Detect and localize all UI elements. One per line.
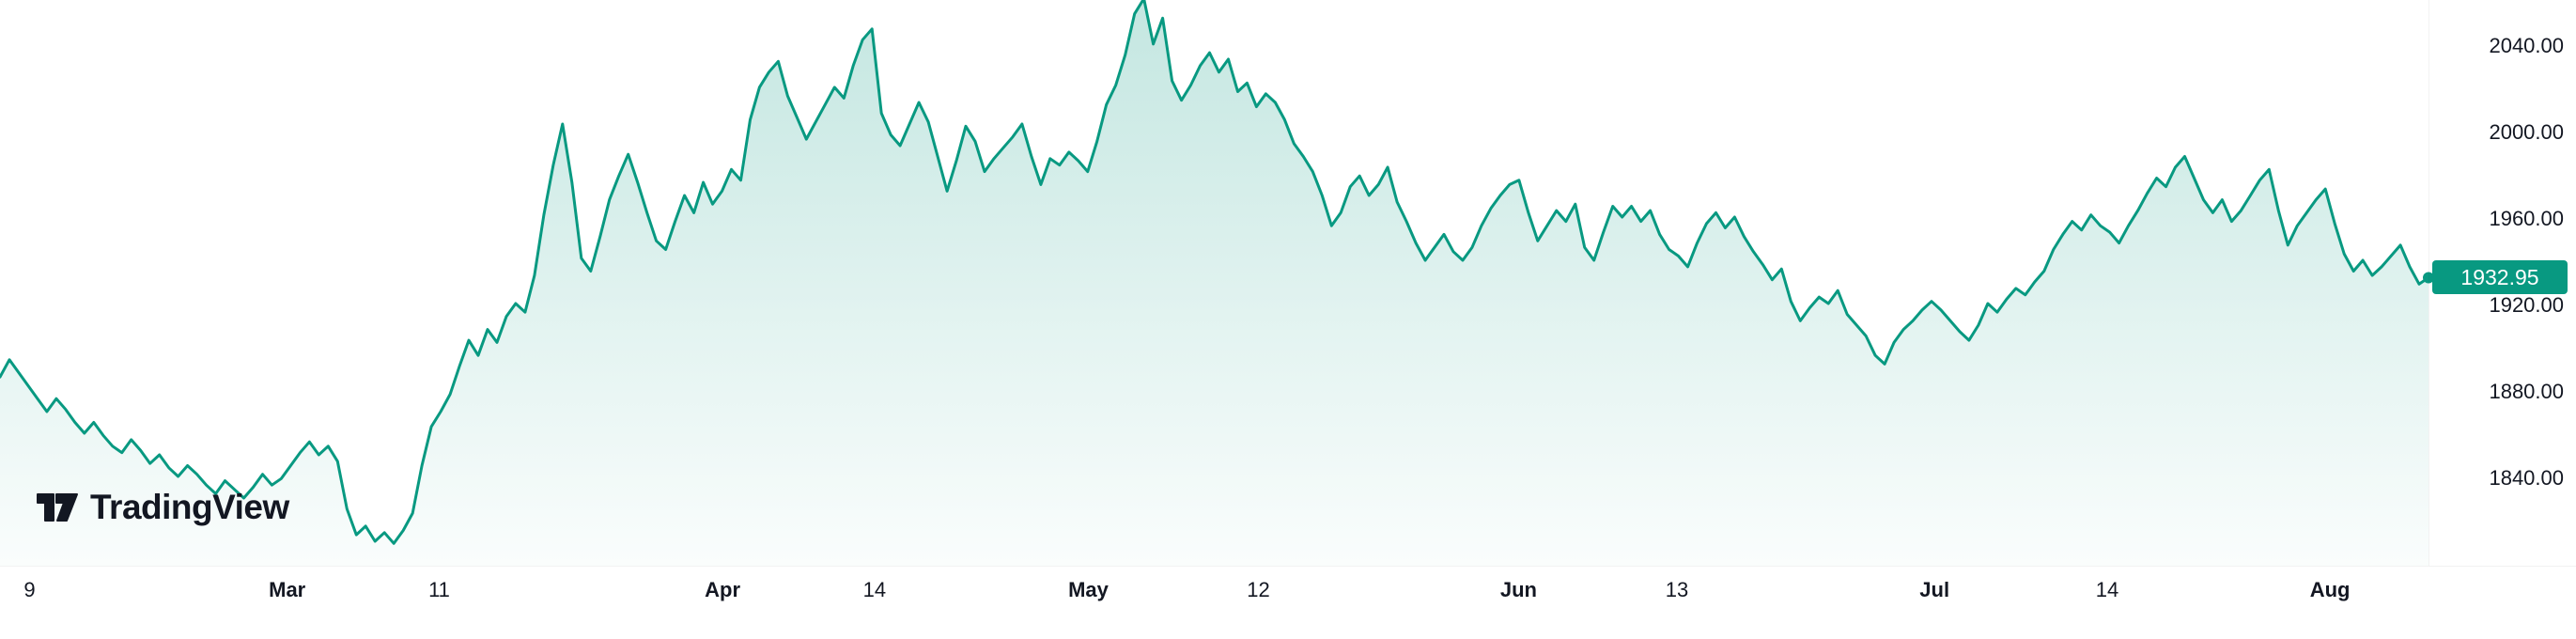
- price-axis-label: 1880.00: [2489, 380, 2564, 404]
- time-axis-label-month: May: [1068, 578, 1109, 601]
- tradingview-logo-link[interactable]: TradingView: [36, 487, 289, 528]
- price-axis-label: 1960.00: [2489, 207, 2564, 231]
- price-axis-label: 2000.00: [2489, 120, 2564, 145]
- price-area: [0, 0, 2429, 566]
- time-axis-label-month: Jun: [1499, 578, 1537, 601]
- price-line: [0, 0, 2430, 545]
- price-axis[interactable]: 2040.00 2000.00 1960.00 1920.00 1880.00 1840.…: [2429, 0, 2576, 566]
- price-axis-label: 1920.00: [2489, 293, 2564, 318]
- time-axis-label-day: 9: [23, 578, 36, 601]
- tradingview-logo-text: TradingView: [90, 488, 289, 526]
- tradingview-logo-icon: [36, 487, 79, 528]
- time-axis-label-month: Jul: [1919, 578, 1950, 601]
- last-price-badge: 1932.95: [2432, 260, 2568, 294]
- last-price-dot: [2423, 272, 2434, 284]
- time-axis-label-day: 11: [428, 578, 450, 601]
- time-axis-label-month: Mar: [269, 578, 306, 601]
- time-axis-label-day: 13: [1665, 578, 1689, 601]
- time-axis-label-day: 14: [2095, 578, 2119, 601]
- time-axis-label-month: Aug: [2309, 578, 2351, 601]
- time-axis-label-month: Apr: [705, 578, 741, 601]
- last-price-value: 1932.95: [2460, 264, 2539, 289]
- price-axis-label: 2040.00: [2489, 34, 2564, 58]
- time-axis-label-day: 14: [862, 578, 887, 601]
- time-axis[interactable]: 9 Mar 11 Apr 14 May 12 Jun 13 Jul 14 Aug: [0, 566, 2576, 639]
- time-axis-label-day: 12: [1247, 578, 1270, 601]
- price-axis-label: 1840.00: [2489, 466, 2564, 491]
